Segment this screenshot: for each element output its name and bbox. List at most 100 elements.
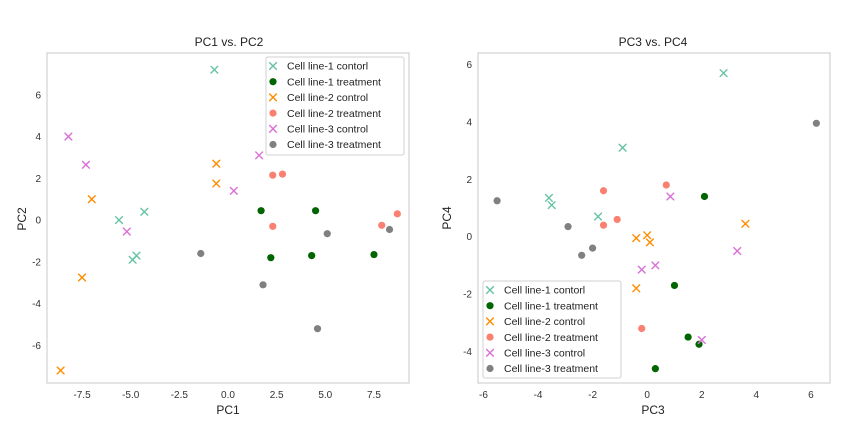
data-point-cell-line-3-control (229, 186, 238, 195)
x-tick-label: 0.0 (221, 390, 235, 401)
y-tick-label: 0 (35, 216, 41, 227)
legend-label: Cell line-2 control (504, 316, 585, 328)
data-point-cell-line-1-treatment (267, 254, 275, 262)
legend-label: Cell line-3 treatment (287, 139, 381, 151)
data-point-cell-line-3-treatment (323, 230, 331, 238)
data-point-cell-line-1-contorl (719, 68, 728, 78)
x-tick-labels: -6 -4 -2 0 2 4 6 (479, 390, 814, 401)
data-point-cell-line-3-treatment (564, 223, 572, 231)
data-point-cell-line-3-treatment (578, 251, 586, 259)
data-point-cell-line-2-treatment (278, 170, 287, 178)
legend-label: Cell line-3 control (287, 124, 368, 136)
plot-area-frame (477, 52, 831, 384)
data-point-cell-line-2-control (56, 366, 65, 375)
legend-marker (485, 348, 495, 357)
y-tick-label: 4 (466, 117, 472, 128)
data-point-cell-line-1-treatment (684, 333, 692, 341)
legend-marker (485, 317, 495, 326)
data-point-cell-line-3-control (733, 246, 742, 256)
y-tick-label: -4 (463, 347, 472, 358)
legend-marker (268, 61, 278, 71)
legend-label: Cell line-1 treatment (504, 300, 598, 312)
data-point-cell-line-1-treatment (311, 207, 320, 215)
legend-marker (269, 109, 277, 117)
legend-box (482, 280, 622, 379)
data-point-cell-line-2-treatment (269, 222, 277, 230)
legend-label: Cell line-2 treatment (504, 332, 598, 344)
legend-item-cell-line-2-treatment: Cell line-2 treatment (486, 332, 598, 344)
y-tick-label: 4 (35, 132, 41, 143)
legend-label: Cell line-3 treatment (504, 363, 598, 375)
x-tick-label: -2 (588, 390, 597, 401)
data-point-cell-line-3-treatment (197, 249, 205, 258)
data-point-cell-line-2-treatment (638, 324, 646, 333)
data-point-cell-line-3-control (637, 265, 646, 274)
legend-label: Cell line-2 treatment (287, 108, 381, 120)
legend-label: Cell line-2 control (287, 92, 368, 104)
data-point-cell-line-2-control (645, 238, 655, 247)
x-tick-label: 4 (754, 390, 760, 401)
data-point-cell-line-3-treatment (313, 325, 322, 333)
data-point-cell-line-2-control (212, 179, 221, 188)
data-point-cell-line-1-contorl (114, 215, 124, 225)
y-tick-label: 0 (466, 232, 472, 243)
data-point-cell-line-3-control (697, 335, 706, 345)
data-point-cell-line-1-treatment (370, 250, 378, 259)
data-point-cell-line-3-treatment (385, 225, 394, 234)
x-tick-label: 5.0 (318, 390, 332, 401)
y-axis-label: PC2 (15, 207, 29, 231)
data-point-cell-line-1-treatment (308, 251, 316, 260)
data-point-cell-line-1-contorl (618, 143, 627, 152)
data-point-cell-line-2-control (632, 284, 641, 293)
legend-marker (486, 364, 494, 373)
x-tick-label: -2.5 (171, 390, 189, 401)
legend-marker (268, 93, 278, 102)
x-tick-labels: -7.5 -5.0 -2.5 0.0 2.5 5.0 7.5 (73, 390, 381, 401)
data-point-cell-line-3-treatment (259, 281, 267, 289)
legend-item-cell-line-1-treatment: Cell line-1 treatment (486, 300, 598, 312)
y-tick-labels: -4 -2 0 2 4 6 (463, 60, 472, 358)
data-point-cell-line-2-treatment (599, 221, 608, 229)
data-point-cell-line-3-treatment (589, 244, 597, 252)
legend-item-cell-line-3-control: Cell line-3 control (485, 348, 585, 360)
x-tick-label: 2 (699, 390, 705, 401)
legend-marker (486, 333, 494, 341)
chart-title: PC3 vs. PC4 (619, 35, 688, 49)
legend: Cell line-1 contorl Cell line-1 treatment… (482, 280, 622, 379)
legend-item-cell-line-1-contorl: Cell line-1 contorl (485, 285, 585, 297)
data-point-cell-line-1-treatment (695, 340, 703, 348)
data-point-cell-line-1-contorl (547, 200, 556, 210)
legend-item-cell-line-1-contorl: Cell line-1 contorl (268, 61, 368, 73)
data-point-cell-line-2-treatment (269, 171, 277, 179)
y-tick-label: 6 (35, 90, 41, 101)
legend-item-cell-line-3-treatment: Cell line-3 treatment (486, 363, 598, 375)
data-point-cell-line-3-control (651, 261, 660, 270)
y-tick-label: -6 (32, 341, 41, 352)
data-point-cell-line-1-contorl (544, 193, 554, 203)
data-point-cell-line-3-treatment (812, 119, 820, 127)
data-point-cell-line-3-treatment (493, 197, 501, 205)
data-point-cell-line-1-treatment (700, 192, 709, 201)
legend-items: Cell line-1 contorl Cell line-1 treatment… (485, 285, 598, 375)
y-tick-labels: -6 -4 -2 0 2 4 6 (32, 90, 41, 352)
data-point-cell-line-3-control (64, 132, 73, 141)
y-tick-label: -4 (32, 299, 41, 310)
data-point-cell-line-2-treatment (393, 210, 401, 218)
data-point-cell-line-1-contorl (593, 212, 603, 221)
legend-label: Cell line-3 control (504, 348, 585, 360)
chart-pc1-vs-pc2: PC1 vs. PC2 -7.5 -5.0 -2.5 0.0 2.5 5.0 7.5 -6-… (15, 35, 410, 417)
x-tick-label: 2.5 (270, 390, 284, 401)
x-tick-label: -5.0 (122, 390, 140, 401)
x-tick-label: 7.5 (367, 390, 381, 401)
data-point-cell-line-2-control (643, 231, 652, 240)
y-tick-label: 2 (466, 175, 472, 186)
legend-marker (486, 302, 494, 310)
legend-marker (269, 78, 277, 86)
x-tick-label: 6 (808, 390, 814, 401)
legend-label: Cell line-1 contorl (287, 61, 368, 73)
x-tick-label: 0 (644, 390, 650, 401)
legend-marker (485, 285, 495, 295)
y-tick-label: 2 (35, 174, 41, 185)
